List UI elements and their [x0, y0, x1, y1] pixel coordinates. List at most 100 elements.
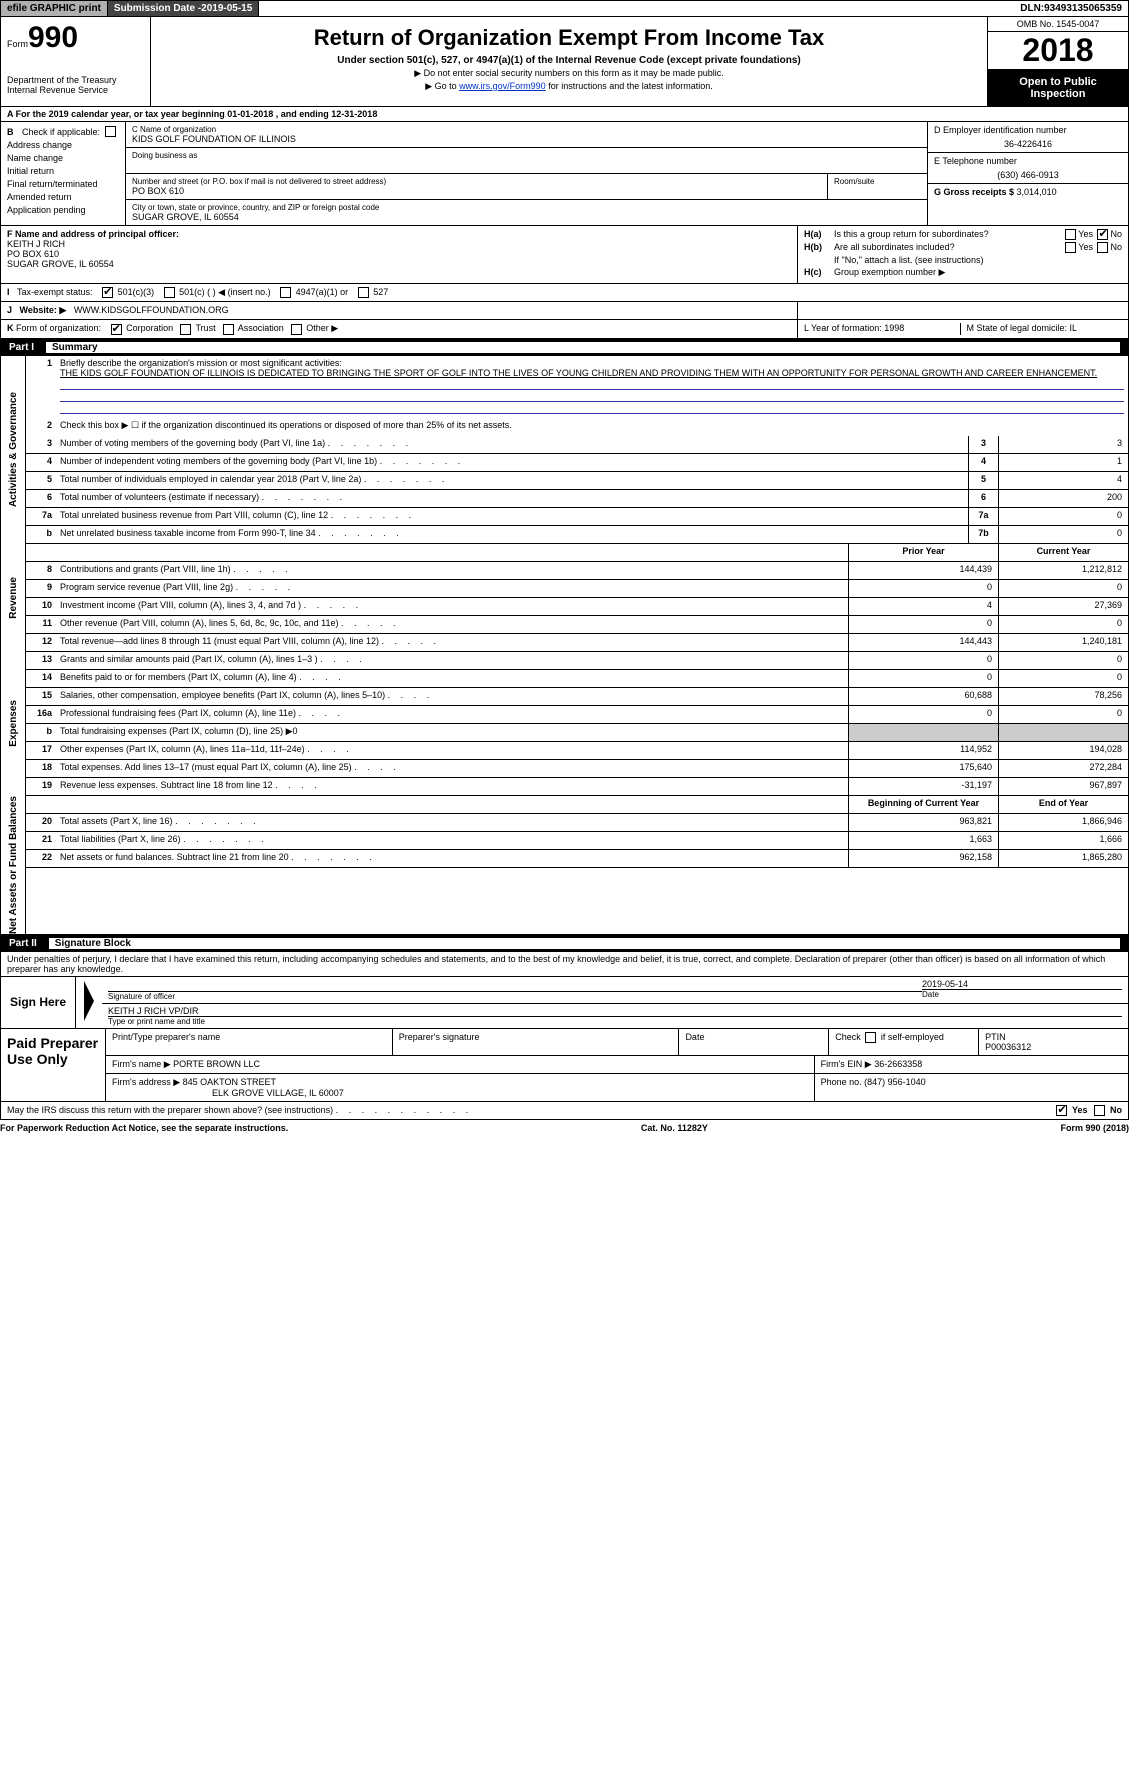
instruction-2: ▶ Go to www.irs.gov/Form990 for instruct… [161, 81, 977, 92]
efile-label: efile GRAPHIC print [1, 1, 108, 16]
firm-addr1: 845 OAKTON STREET [183, 1077, 276, 1087]
check-final-return: Final return/terminated [7, 179, 119, 189]
checkbox-icon[interactable] [1065, 242, 1076, 253]
dln: DLN: 93493135065359 [1014, 1, 1128, 16]
c-name-label: C Name of organization [132, 125, 921, 134]
checkbox-icon[interactable] [180, 324, 191, 335]
part-ii-header: Part II Signature Block [0, 935, 1129, 952]
summary-line: 3Number of voting members of the governi… [26, 436, 1128, 454]
year-formation: L Year of formation: 1998 [804, 323, 961, 334]
top-bar: efile GRAPHIC print Submission Date - 20… [0, 0, 1129, 17]
activities-governance: Activities & Governance 1 Briefly descri… [0, 356, 1129, 544]
instruction-1: ▶ Do not enter social security numbers o… [161, 68, 977, 79]
summary-line: 20Total assets (Part X, line 16) . . . .… [26, 814, 1128, 832]
irs-link[interactable]: www.irs.gov/Form990 [459, 81, 546, 91]
officer-addr2: SUGAR GROVE, IL 60554 [7, 259, 791, 269]
section-fh: F Name and address of principal officer:… [0, 226, 1129, 284]
sign-here-block: Sign Here Signature of officer 2019-05-1… [0, 977, 1129, 1029]
form-title: Return of Organization Exempt From Incom… [161, 25, 977, 51]
checkbox-icon[interactable] [223, 324, 234, 335]
summary-line: 22Net assets or fund balances. Subtract … [26, 850, 1128, 868]
department-label: Department of the Treasury Internal Reve… [7, 75, 144, 95]
firm-name: PORTE BROWN LLC [173, 1059, 260, 1069]
checkbox-icon[interactable] [1094, 1105, 1105, 1116]
checkbox-icon[interactable] [1056, 1105, 1067, 1116]
omb-number: OMB No. 1545-0047 [988, 17, 1128, 32]
state-domicile: M State of legal domicile: IL [961, 323, 1123, 334]
summary-line: 4Number of independent voting members of… [26, 454, 1128, 472]
row-a: A For the 2019 calendar year, or tax yea… [0, 107, 1129, 122]
officer-addr1: PO BOX 610 [7, 249, 791, 259]
summary-line: 13Grants and similar amounts paid (Part … [26, 652, 1128, 670]
form-990-page: efile GRAPHIC print Submission Date - 20… [0, 0, 1129, 1136]
summary-line: 18Total expenses. Add lines 13–17 (must … [26, 760, 1128, 778]
gross-receipts: 3,014,010 [1017, 187, 1057, 197]
summary-line: 12Total revenue—add lines 8 through 11 (… [26, 634, 1128, 652]
officer-name: KEITH J RICH [7, 239, 791, 249]
column-c: C Name of organization KIDS GOLF FOUNDAT… [126, 122, 928, 225]
row-klm: K Form of organization: Corporation Trus… [0, 320, 1129, 338]
checkbox-icon[interactable] [358, 287, 369, 298]
checkbox-icon[interactable] [1097, 242, 1108, 253]
column-b: B Check if applicable: Address change Na… [1, 122, 126, 225]
org-name: KIDS GOLF FOUNDATION OF ILLINOIS [132, 134, 921, 144]
header-block: Form990 Department of the Treasury Inter… [0, 17, 1129, 107]
checkbox-icon[interactable] [1065, 229, 1076, 240]
firm-phone: (847) 956-1040 [864, 1077, 926, 1087]
summary-line: 7aTotal unrelated business revenue from … [26, 508, 1128, 526]
mission-statement: THE KIDS GOLF FOUNDATION OF ILLINOIS IS … [60, 368, 1124, 378]
row-j: J Website: ▶ WWW.KIDSGOLFFOUNDATION.ORG [0, 302, 1129, 320]
firm-addr2: ELK GROVE VILLAGE, IL 60007 [112, 1088, 808, 1098]
ptin-value: P00036312 [985, 1042, 1122, 1052]
summary-line: 6Total number of volunteers (estimate if… [26, 490, 1128, 508]
city-label: City or town, state or province, country… [132, 203, 921, 212]
form-subtitle: Under section 501(c), 527, or 4947(a)(1)… [161, 55, 977, 66]
summary-line: 16aProfessional fundraising fees (Part I… [26, 706, 1128, 724]
checkbox-icon[interactable] [1097, 229, 1108, 240]
ein-label: D Employer identification number [934, 125, 1122, 135]
check-application-pending: Application pending [7, 205, 119, 215]
summary-line: 9Program service revenue (Part VIII, lin… [26, 580, 1128, 598]
right-header: OMB No. 1545-0047 2018 Open to Public In… [988, 17, 1128, 106]
website-value: WWW.KIDSGOLFFOUNDATION.ORG [74, 305, 229, 315]
checkbox-icon[interactable] [102, 287, 113, 298]
phone-label: E Telephone number [934, 156, 1122, 166]
checkbox-icon[interactable] [865, 1032, 876, 1043]
perjury-statement: Under penalties of perjury, I declare th… [0, 952, 1129, 977]
checkbox-icon[interactable] [164, 287, 175, 298]
check-addr-change: Address change [7, 140, 119, 150]
submission-date-label: Submission Date - 2019-05-15 [108, 1, 259, 16]
room-label: Room/suite [834, 177, 921, 186]
ein-value: 36-4226416 [934, 139, 1122, 149]
signer-name: KEITH J RICH VP/DIR [108, 1006, 1122, 1017]
checkbox-icon[interactable] [280, 287, 291, 298]
org-address: PO BOX 610 [132, 186, 821, 196]
column-d: D Employer identification number 36-4226… [928, 122, 1128, 225]
column-h: H(a) Is this a group return for subordin… [798, 226, 1128, 283]
summary-line: bNet unrelated business taxable income f… [26, 526, 1128, 544]
summary-line: 10Investment income (Part VIII, column (… [26, 598, 1128, 616]
summary-line: 11Other revenue (Part VIII, column (A), … [26, 616, 1128, 634]
summary-line: 5Total number of individuals employed in… [26, 472, 1128, 490]
checkbox-icon[interactable] [291, 324, 302, 335]
summary-line: 15Salaries, other compensation, employee… [26, 688, 1128, 706]
form-id-box: Form990 Department of the Treasury Inter… [1, 17, 151, 106]
discuss-row: May the IRS discuss this return with the… [0, 1102, 1129, 1120]
check-name-change: Name change [7, 153, 119, 163]
net-assets-section: Net Assets or Fund Balances Beginning of… [0, 796, 1129, 935]
summary-line: 8Contributions and grants (Part VIII, li… [26, 562, 1128, 580]
checkbox-icon[interactable] [111, 324, 122, 335]
dba-label: Doing business as [132, 151, 921, 160]
sign-here-label: Sign Here [1, 977, 76, 1028]
section-bcd: B Check if applicable: Address change Na… [0, 122, 1129, 226]
checkbox-icon[interactable] [105, 126, 116, 137]
row-i: I Tax-exempt status: 501(c)(3) 501(c) ( … [0, 284, 1129, 302]
part-i-header: Part I Summary [0, 339, 1129, 356]
summary-line: 21Total liabilities (Part X, line 26) . … [26, 832, 1128, 850]
check-initial-return: Initial return [7, 166, 119, 176]
column-f: F Name and address of principal officer:… [1, 226, 798, 283]
triangle-icon [84, 981, 94, 1021]
summary-line: 14Benefits paid to or for members (Part … [26, 670, 1128, 688]
tax-year: 2018 [988, 32, 1128, 70]
phone-value: (630) 466-0913 [934, 170, 1122, 180]
